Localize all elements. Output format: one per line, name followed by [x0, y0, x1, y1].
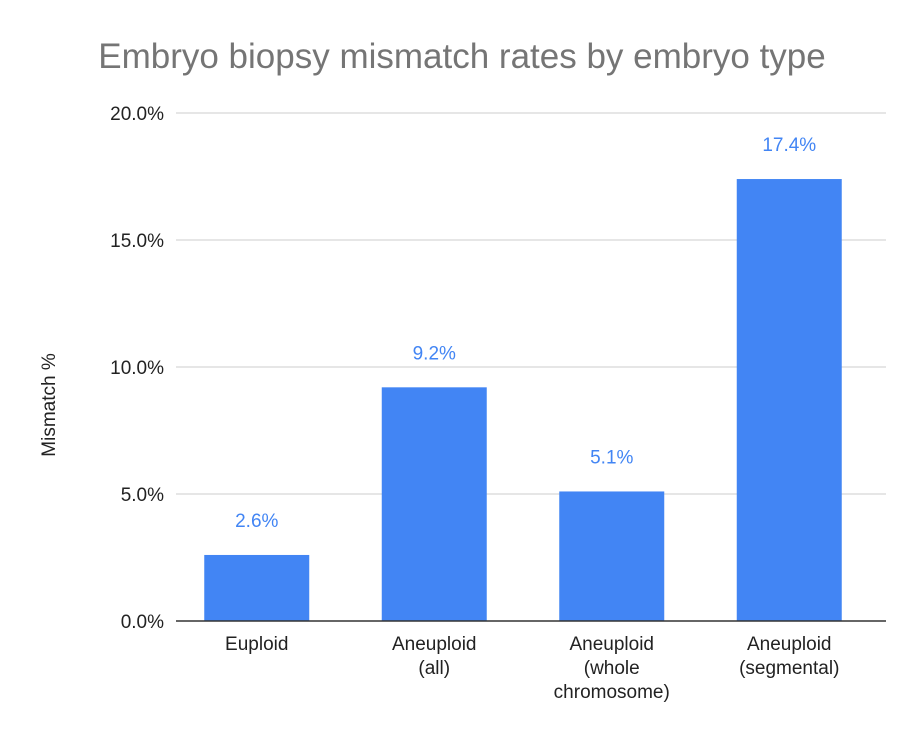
y-tick-label: 15.0% — [110, 231, 164, 252]
y-tick-label: 20.0% — [110, 104, 164, 125]
x-category-label: Aneuploid — [569, 634, 654, 655]
data-label: 2.6% — [235, 511, 278, 532]
x-category-label: Aneuploid — [747, 634, 832, 655]
y-tick-label: 10.0% — [110, 358, 164, 379]
data-label: 5.1% — [590, 447, 633, 468]
y-tick-label: 5.0% — [121, 485, 164, 506]
bar — [559, 491, 665, 621]
x-category-label: (segmental) — [739, 658, 839, 679]
y-axis-title: Mismatch % — [39, 353, 60, 457]
y-axis-ticks: 0.0% 5.0% 10.0% 15.0% 20.0% — [110, 104, 164, 633]
data-labels: 2.6% 9.2% 5.1% 17.4% — [235, 135, 816, 532]
bars — [204, 179, 842, 622]
x-category-label: (all) — [418, 658, 450, 679]
bar — [204, 554, 310, 621]
data-label: 9.2% — [413, 343, 456, 364]
x-category-label: Aneuploid — [392, 634, 477, 655]
bar — [381, 387, 487, 621]
data-label: 17.4% — [762, 135, 816, 156]
x-category-label: Euploid — [225, 634, 288, 655]
bar — [736, 179, 842, 622]
y-tick-label: 0.0% — [121, 612, 164, 633]
x-axis-categories: Euploid Aneuploid (all) Aneuploid (whole chro… — [225, 634, 839, 703]
chart-title: Embryo biopsy mismatch rates by embryo t… — [98, 37, 825, 76]
x-category-label: (whole — [584, 658, 640, 679]
x-category-label: chromosome) — [554, 682, 670, 703]
